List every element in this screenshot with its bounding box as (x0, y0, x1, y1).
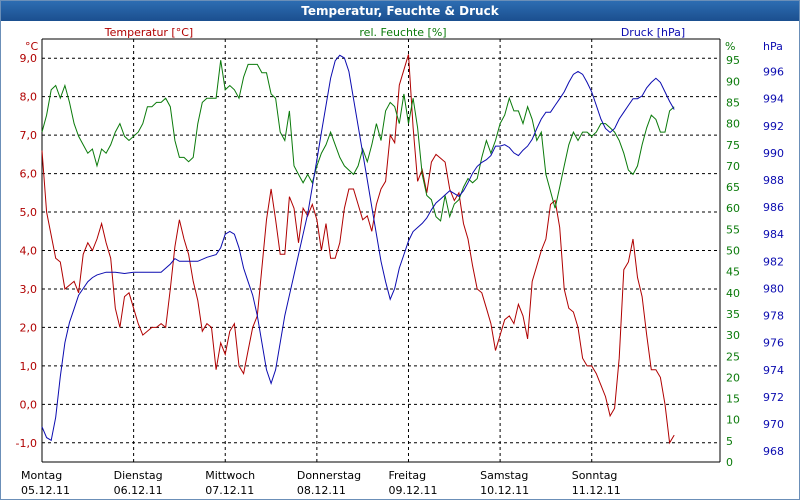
x-tick-date-label: 08.12.11 (297, 484, 346, 497)
temperature-tick-label: 5,0 (20, 206, 38, 219)
x-tick-date-label: 07.12.11 (205, 484, 254, 497)
humidity-tick-label: 25 (726, 350, 740, 363)
pressure-tick-label: 988 (763, 174, 784, 187)
x-tick-day-label: Donnerstag (297, 469, 361, 482)
humidity-tick-label: 5 (726, 435, 733, 448)
humidity-tick-label: 85 (726, 96, 740, 109)
x-tick-date-label: 11.12.11 (572, 484, 621, 497)
x-tick-date-label: 05.12.11 (21, 484, 70, 497)
pressure-tick-label: 972 (763, 391, 784, 404)
humidity-tick-label: 90 (726, 75, 740, 88)
humidity-tick-label: 30 (726, 329, 740, 342)
humidity-tick-label: 20 (726, 371, 740, 384)
humidity-tick-label: 70 (726, 160, 740, 173)
pressure-tick-label: 968 (763, 445, 784, 458)
x-tick-day-label: Samstag (480, 469, 528, 482)
humidity-tick-label: 75 (726, 139, 740, 152)
x-tick-day-label: Montag (21, 469, 62, 482)
temperature-tick-label: 3,0 (20, 283, 38, 296)
humidity-unit-label: % (725, 40, 735, 53)
humidity-tick-label: 55 (726, 223, 740, 236)
window-title: Temperatur, Feuchte & Druck (1, 1, 799, 21)
humidity-tick-label: 95 (726, 54, 740, 67)
humidity-tick-label: 35 (726, 308, 740, 321)
pressure-tick-label: 986 (763, 201, 784, 214)
humidity-axis-label: rel. Feuchte [%] (359, 26, 446, 39)
temperature-tick-label: 0,0 (20, 398, 38, 411)
pressure-tick-label: 978 (763, 310, 784, 323)
temperature-tick-label: 2,0 (20, 321, 38, 334)
pressure-tick-label: 994 (763, 93, 784, 106)
temperature-tick-label: 7,0 (20, 129, 38, 142)
temperature-tick-label: 1,0 (20, 360, 38, 373)
humidity-tick-label: 15 (726, 393, 740, 406)
pressure-tick-label: 984 (763, 228, 784, 241)
humidity-tick-label: 40 (726, 287, 740, 300)
temperature-unit-label: °C (25, 40, 39, 53)
temperature-tick-label: 6,0 (20, 168, 38, 181)
pressure-tick-label: 976 (763, 337, 784, 350)
x-tick-date-label: 09.12.11 (388, 484, 437, 497)
humidity-tick-label: 65 (726, 181, 740, 194)
temperature-tick-label: 9,0 (20, 52, 38, 65)
pressure-axis-label: Druck [hPa] (621, 26, 685, 39)
x-tick-day-label: Mittwoch (205, 469, 255, 482)
x-tick-day-label: Dienstag (114, 469, 163, 482)
x-tick-day-label: Sonntag (572, 469, 618, 482)
x-tick-date-label: 06.12.11 (114, 484, 163, 497)
temperature-tick-label: 4,0 (20, 245, 38, 258)
temperature-tick-label: -1,0 (16, 437, 37, 450)
temperature-axis-label: Temperatur [°C] (104, 26, 193, 39)
pressure-unit-label: hPa (763, 40, 783, 53)
humidity-tick-label: 50 (726, 245, 740, 258)
humidity-tick-label: 60 (726, 202, 740, 215)
pressure-tick-label: 990 (763, 147, 784, 160)
humidity-tick-label: 0 (726, 456, 733, 469)
humidity-tick-label: 80 (726, 118, 740, 131)
pressure-tick-label: 996 (763, 66, 784, 79)
humidity-tick-label: 45 (726, 266, 740, 279)
x-tick-date-label: 10.12.11 (480, 484, 529, 497)
pressure-tick-label: 970 (763, 418, 784, 431)
temperature-tick-label: 8,0 (20, 91, 38, 104)
series-line-pressure (41, 54, 675, 442)
x-tick-day-label: Freitag (388, 469, 426, 482)
pressure-tick-label: 980 (763, 282, 784, 295)
pressure-tick-label: 982 (763, 255, 784, 268)
pressure-tick-label: 974 (763, 364, 784, 377)
pressure-tick-label: 992 (763, 120, 784, 133)
series-line-humidity (41, 60, 675, 222)
series-line-temperature (41, 54, 675, 445)
humidity-tick-label: 10 (726, 414, 740, 427)
